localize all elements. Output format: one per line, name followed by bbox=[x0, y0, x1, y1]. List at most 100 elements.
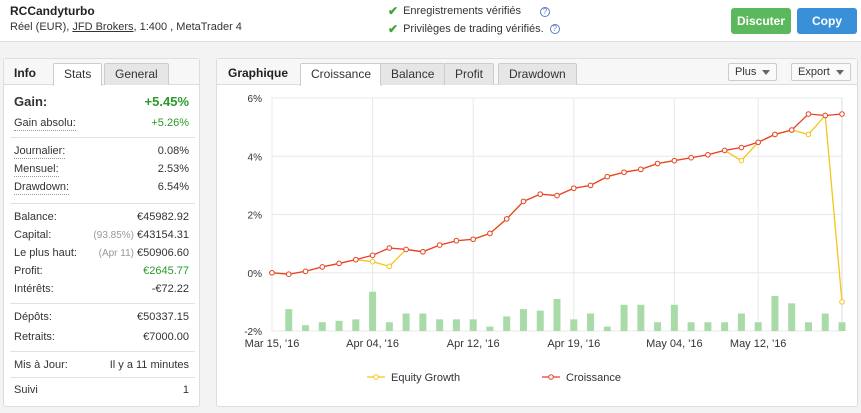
export-label: Export bbox=[798, 66, 830, 78]
withdrawals-value: €7000.00 bbox=[143, 331, 189, 343]
croissance-point bbox=[503, 216, 510, 222]
bar bbox=[603, 326, 611, 331]
highest-row: Le plus haut: (Apr 11) €50906.60 bbox=[14, 246, 189, 262]
check-icon: ✔ bbox=[388, 22, 399, 36]
croissance-point bbox=[839, 111, 845, 117]
highest-label: Le plus haut: bbox=[14, 247, 77, 259]
bar bbox=[654, 322, 662, 331]
withdrawals-row: Retraits: €7000.00 bbox=[14, 330, 189, 346]
profit-value: €2645.77 bbox=[143, 265, 189, 277]
equity-value: €43154.31 bbox=[137, 229, 189, 241]
croissance-point bbox=[570, 185, 577, 192]
export-dropdown[interactable]: Export bbox=[791, 63, 851, 81]
croissance-point bbox=[487, 230, 493, 237]
deposits-label: Dépôts: bbox=[14, 311, 52, 323]
followed-value: 1 bbox=[182, 384, 189, 396]
legend-marker bbox=[548, 374, 554, 380]
monthly-label[interactable]: Mensuel: bbox=[14, 163, 59, 177]
croissance-point bbox=[705, 151, 711, 158]
tab-drawdown[interactable]: Drawdown bbox=[498, 63, 577, 85]
bar bbox=[587, 313, 595, 331]
croissance-point bbox=[554, 192, 560, 199]
balance-row: Balance: €45982.92 bbox=[14, 210, 189, 226]
croissance-point bbox=[654, 160, 661, 167]
bar bbox=[704, 322, 712, 331]
account-type: Réel (EUR), bbox=[10, 21, 70, 33]
croissance-point bbox=[436, 242, 443, 248]
bar bbox=[469, 319, 477, 331]
y-tick-label: 2% bbox=[248, 211, 263, 222]
croissance-point bbox=[671, 157, 678, 164]
bar bbox=[503, 316, 511, 331]
broker-link[interactable]: JFD Brokers bbox=[72, 21, 134, 33]
more-dropdown[interactable]: Plus bbox=[728, 63, 778, 81]
equity-percent: (93.85%) bbox=[93, 230, 134, 241]
bar bbox=[536, 310, 544, 331]
interest-value: -€72.22 bbox=[151, 283, 189, 295]
croissance-point bbox=[721, 147, 728, 154]
updated-label: Mis à Jour: bbox=[14, 359, 68, 371]
tab-general[interactable]: General bbox=[104, 63, 169, 85]
account-details: , 1:400 , MetaTrader 4 bbox=[133, 21, 242, 33]
bar bbox=[687, 322, 695, 331]
highest-value: €50906.60 bbox=[137, 247, 189, 259]
monthly-row: Mensuel: 2.53% bbox=[14, 162, 189, 178]
tab-balance[interactable]: Balance bbox=[380, 63, 446, 85]
croissance-point bbox=[520, 198, 527, 205]
equity-label: Capital: bbox=[14, 229, 52, 241]
account-info: Réel (EUR), JFD Brokers, 1:400 , MetaTra… bbox=[10, 21, 242, 33]
account-header: RCCandyturbo Réel (EUR), JFD Brokers, 1:… bbox=[0, 0, 861, 42]
tab-stats[interactable]: Stats bbox=[53, 63, 103, 86]
croissance-point bbox=[336, 260, 342, 267]
abs-gain-label[interactable]: Gain absolu: bbox=[14, 117, 76, 131]
balance-value: €45982.92 bbox=[137, 211, 189, 223]
discuss-button[interactable]: Discuter bbox=[731, 8, 791, 34]
croissance-point bbox=[269, 269, 275, 276]
divider bbox=[10, 203, 195, 204]
drawdown-label[interactable]: Drawdown: bbox=[14, 181, 70, 195]
verification-privileges-label: Privilèges de trading vérifiés. bbox=[403, 23, 544, 35]
deposits-row: Dépôts: €50337.15 bbox=[14, 310, 189, 326]
verification-records: ✔ Enregistrements vérifiés bbox=[388, 4, 521, 18]
help-icon[interactable]: ? bbox=[540, 7, 550, 17]
bar bbox=[670, 304, 678, 331]
croissance-point bbox=[638, 166, 644, 173]
chevron-down-icon bbox=[762, 69, 771, 75]
balance-label: Balance: bbox=[14, 211, 57, 223]
daily-label[interactable]: Journalier: bbox=[14, 145, 66, 159]
y-tick-label: -2% bbox=[244, 327, 262, 338]
y-tick-label: 6% bbox=[248, 94, 263, 105]
gain-value: +5.45% bbox=[144, 94, 189, 109]
drawdown-value: 6.54% bbox=[157, 181, 189, 193]
help-icon[interactable]: ? bbox=[549, 24, 560, 34]
interest-label: Intérêts: bbox=[14, 283, 54, 295]
divider bbox=[10, 303, 195, 304]
chevron-down-icon bbox=[835, 69, 844, 75]
bar bbox=[620, 304, 628, 331]
chart-tabs: Graphique Croissance Balance Profit Draw… bbox=[217, 59, 857, 86]
croissance-point bbox=[470, 236, 476, 243]
tab-croissance[interactable]: Croissance bbox=[300, 63, 383, 86]
check-icon: ✔ bbox=[388, 4, 399, 18]
croissance-point bbox=[453, 237, 460, 244]
legend-label: Equity Growth bbox=[391, 372, 460, 384]
bar bbox=[385, 322, 393, 331]
bar bbox=[318, 322, 326, 331]
y-tick-label: 0% bbox=[248, 269, 263, 280]
x-tick-label: Apr 19, '16 bbox=[547, 338, 600, 350]
abs-gain-row: Gain absolu: +5.26% bbox=[14, 116, 189, 132]
tab-profit[interactable]: Profit bbox=[444, 63, 495, 85]
bar bbox=[352, 319, 360, 331]
account-name: RCCandyturbo bbox=[10, 4, 95, 18]
copy-button[interactable]: Copy bbox=[797, 8, 857, 34]
bar bbox=[369, 291, 377, 331]
stats-tabs: Info Stats General bbox=[4, 59, 199, 86]
info-title: Info bbox=[14, 66, 36, 80]
croissance-point bbox=[386, 245, 393, 251]
growth-chart[interactable]: 6% 4% 2% 0% -2%Mar 15, '16 Apr 04, '16 Apr 12,… bbox=[217, 86, 857, 406]
x-tick-label: Apr 04, '16 bbox=[346, 338, 399, 350]
chart-panel: Graphique Croissance Balance Profit Draw… bbox=[216, 58, 858, 407]
croissance-point bbox=[621, 169, 627, 176]
x-tick-label: Apr 12, '16 bbox=[447, 338, 500, 350]
croissance-point bbox=[353, 256, 359, 263]
